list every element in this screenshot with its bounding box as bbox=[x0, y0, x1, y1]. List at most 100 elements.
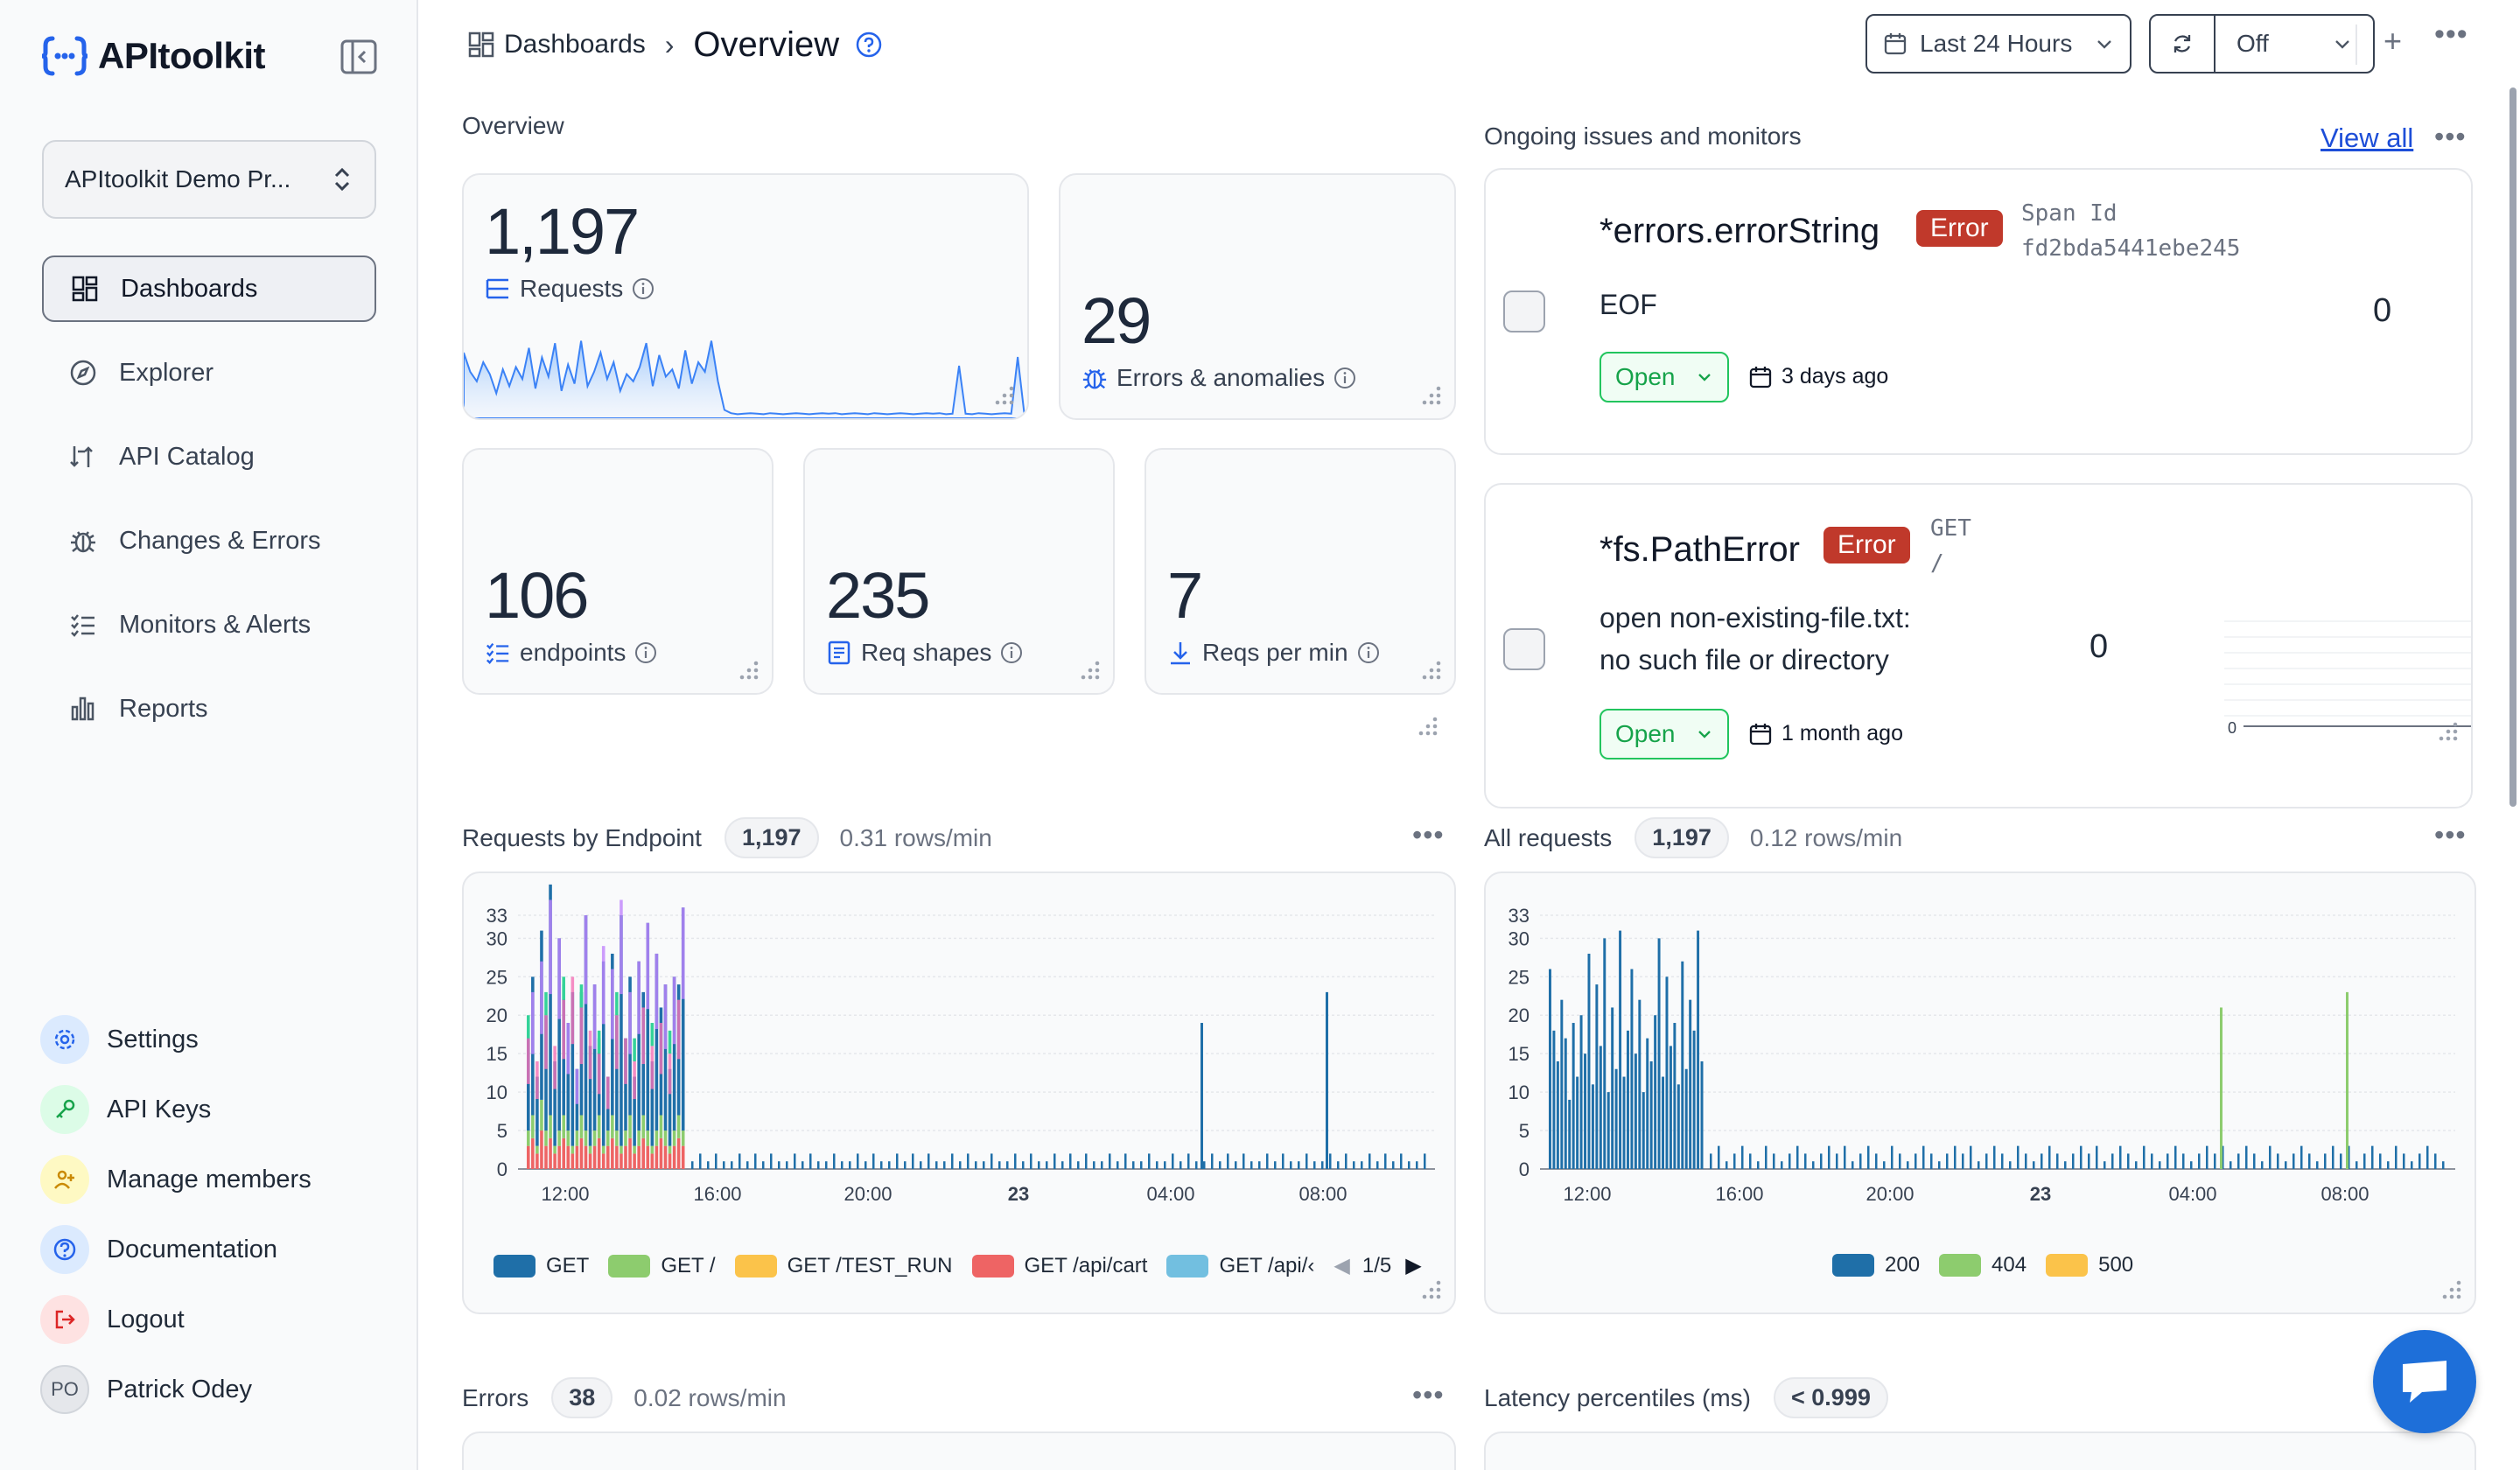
y-tick-label: 15 bbox=[1508, 1043, 1530, 1065]
legend-item-get-root[interactable]: GET / bbox=[608, 1254, 716, 1278]
issue-checkbox[interactable] bbox=[1503, 290, 1545, 332]
bar bbox=[2198, 1153, 2201, 1169]
bar bbox=[2025, 1153, 2027, 1169]
view-all-link[interactable]: View all bbox=[2320, 122, 2414, 153]
chart-legend: 200 404 500 bbox=[1832, 1253, 2152, 1278]
bar bbox=[654, 1130, 659, 1146]
nav-item-api-keys[interactable]: API Keys bbox=[40, 1074, 390, 1144]
legend-item-404[interactable]: 404 bbox=[1939, 1253, 2026, 1278]
question-icon bbox=[40, 1225, 89, 1274]
nav-item-reports[interactable]: Reports bbox=[42, 676, 376, 742]
issue-card-2[interactable]: *fs.PathError Error GET / open non-exist… bbox=[1484, 483, 2473, 808]
bar bbox=[1757, 1161, 1760, 1169]
stat-card-reqs-per-min[interactable]: 7 Reqs per min bbox=[1144, 448, 1456, 695]
bar bbox=[606, 1145, 610, 1169]
more-icon[interactable]: ••• bbox=[1412, 819, 1445, 850]
bar bbox=[1606, 1092, 1610, 1169]
bar bbox=[1416, 1161, 1418, 1169]
nav-item-api-catalog[interactable]: API Catalog bbox=[42, 424, 376, 490]
resize-handle-icon[interactable] bbox=[737, 660, 760, 682]
resize-handle-icon[interactable] bbox=[992, 385, 1015, 408]
nav-item-dashboards[interactable]: Dashboards bbox=[42, 256, 376, 322]
latency-percentile-select[interactable]: < 0.999 bbox=[1774, 1377, 1888, 1418]
bar bbox=[1883, 1161, 1886, 1169]
legend-item-get[interactable]: GET bbox=[494, 1254, 589, 1278]
bar bbox=[864, 1161, 867, 1169]
legend-item-get-test-run[interactable]: GET /TEST_RUN bbox=[734, 1254, 953, 1278]
stat-card-errors[interactable]: 29 Errors & anomalies bbox=[1059, 173, 1456, 420]
legend-item-get-api[interactable]: GET /api/‹ bbox=[1166, 1254, 1314, 1278]
time-range-picker[interactable]: Last 24 Hours bbox=[1866, 14, 2132, 74]
info-icon[interactable] bbox=[1000, 641, 1023, 664]
issue-status-dropdown[interactable]: Open bbox=[1600, 352, 1729, 402]
refresh-button[interactable] bbox=[2151, 16, 2216, 72]
bar bbox=[1741, 1145, 1744, 1169]
issue-card-1[interactable]: *errors.errorString Error Span Id fd2bda… bbox=[1484, 168, 2473, 455]
resize-handle-icon[interactable] bbox=[1419, 660, 1442, 682]
add-widget-icon[interactable]: + bbox=[2384, 23, 2403, 59]
bar bbox=[1930, 1153, 1933, 1169]
bar-overlay bbox=[579, 984, 584, 1008]
issues-scrollbar[interactable] bbox=[2510, 88, 2516, 807]
issue-checkbox[interactable] bbox=[1503, 628, 1545, 670]
nav-item-settings[interactable]: Settings bbox=[40, 1004, 390, 1074]
legend-prev-icon[interactable]: ◀ bbox=[1334, 1254, 1350, 1278]
bar bbox=[1985, 1153, 1988, 1169]
resize-handle-icon[interactable] bbox=[1419, 385, 1442, 408]
more-icon[interactable]: ••• bbox=[1412, 1379, 1445, 1410]
nav-label: Dashboards bbox=[121, 274, 258, 303]
user-profile[interactable]: PO Patrick Odey bbox=[40, 1354, 390, 1424]
bar bbox=[540, 1099, 543, 1131]
issue-title[interactable]: *fs.PathError bbox=[1600, 530, 1800, 569]
legend-item-get-api-cart[interactable]: GET /api/cart bbox=[971, 1254, 1147, 1278]
more-icon[interactable]: ••• bbox=[2434, 121, 2467, 152]
bar bbox=[2174, 1145, 2177, 1169]
y-tick-label: 0 bbox=[1519, 1158, 1530, 1180]
bar bbox=[778, 1161, 780, 1169]
help-icon[interactable] bbox=[855, 31, 883, 59]
bar bbox=[1899, 1153, 1901, 1169]
stat-card-req-shapes[interactable]: 235 Req shapes bbox=[803, 448, 1115, 695]
bar bbox=[912, 1153, 914, 1169]
more-icon[interactable]: ••• bbox=[2434, 18, 2468, 51]
bar bbox=[1400, 1153, 1403, 1169]
info-icon[interactable] bbox=[1357, 641, 1380, 664]
bar bbox=[601, 1145, 606, 1154]
nav-label: Settings bbox=[107, 1025, 199, 1054]
legend-item-500[interactable]: 500 bbox=[2046, 1253, 2133, 1278]
nav-item-documentation[interactable]: Documentation bbox=[40, 1214, 390, 1284]
info-icon[interactable] bbox=[1334, 367, 1356, 389]
bar bbox=[888, 1161, 891, 1169]
nav-item-monitors-alerts[interactable]: Monitors & Alerts bbox=[42, 592, 376, 658]
nav-item-explorer[interactable]: Explorer bbox=[42, 340, 376, 406]
bar bbox=[2340, 1153, 2342, 1169]
bar bbox=[1733, 1153, 1736, 1169]
chat-button[interactable] bbox=[2373, 1330, 2476, 1433]
legend-item-200[interactable]: 200 bbox=[1832, 1253, 1920, 1278]
auto-refresh-select[interactable]: Off bbox=[2216, 30, 2373, 58]
issue-status-dropdown[interactable]: Open bbox=[1600, 709, 1729, 760]
resize-handle-icon[interactable] bbox=[2440, 1279, 2462, 1302]
issues-title: Ongoing issues and monitors bbox=[1484, 122, 1802, 150]
issue-count: 0 bbox=[2373, 292, 2392, 329]
bar bbox=[1006, 1161, 1009, 1169]
resize-handle-icon[interactable] bbox=[1419, 1279, 1442, 1302]
sidebar-collapse-icon[interactable] bbox=[340, 38, 378, 75]
legend-next-icon[interactable]: ▶ bbox=[1405, 1254, 1422, 1278]
project-selector[interactable]: APItoolkit Demo Pr... bbox=[42, 140, 376, 219]
nav-item-changes-errors[interactable]: Changes & Errors bbox=[42, 508, 376, 574]
logo[interactable]: APItoolkit bbox=[40, 32, 266, 80]
resize-handle-icon[interactable] bbox=[1078, 660, 1101, 682]
resize-handle-icon[interactable] bbox=[2436, 721, 2459, 744]
more-icon[interactable]: ••• bbox=[2434, 819, 2467, 850]
info-icon[interactable] bbox=[634, 641, 657, 664]
breadcrumb-dashboards[interactable]: Dashboards bbox=[504, 30, 646, 59]
resize-handle-icon[interactable] bbox=[1416, 716, 1438, 738]
stat-card-endpoints[interactable]: 106 endpoints bbox=[462, 448, 774, 695]
nav-item-manage-members[interactable]: Manage members bbox=[40, 1144, 390, 1214]
stat-card-requests[interactable]: 1,197 Requests bbox=[462, 173, 1029, 420]
issue-title[interactable]: *errors.errorString bbox=[1600, 212, 1880, 250]
info-icon[interactable] bbox=[632, 277, 654, 300]
bar bbox=[1804, 1153, 1807, 1169]
nav-item-logout[interactable]: Logout bbox=[40, 1284, 390, 1354]
